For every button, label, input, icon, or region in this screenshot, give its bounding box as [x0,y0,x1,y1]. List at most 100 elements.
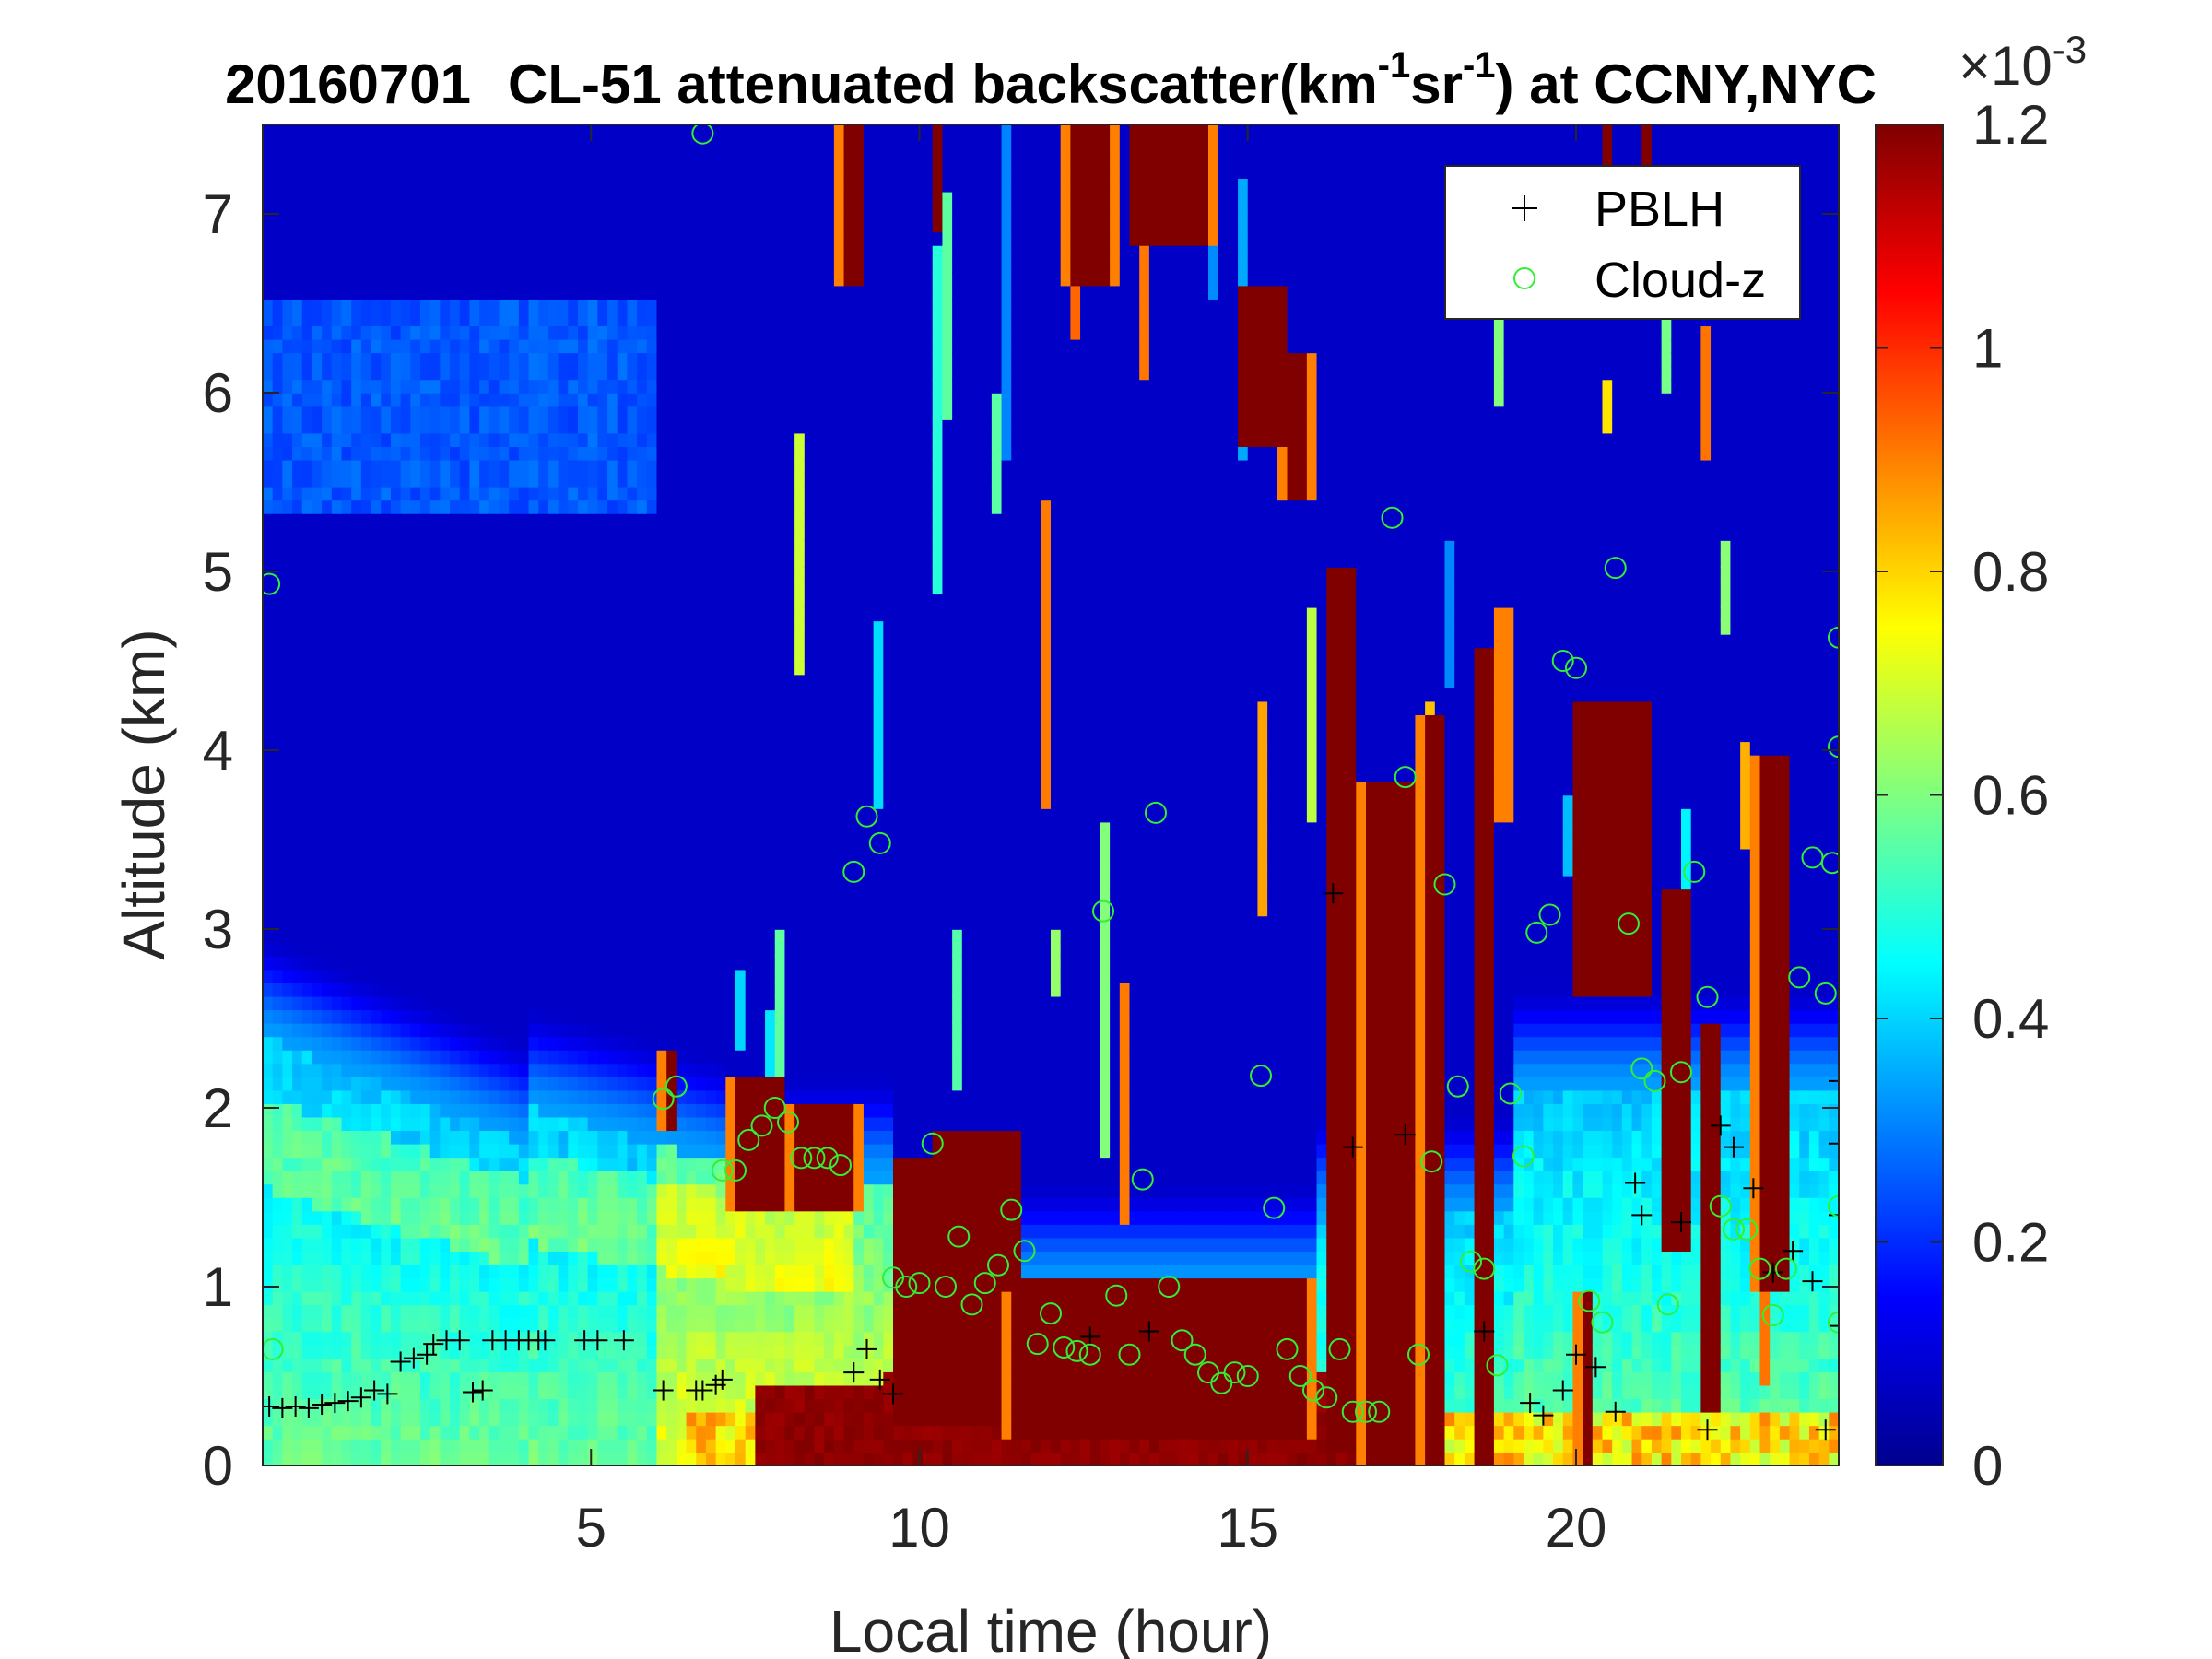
heatmap-cell [312,137,323,152]
heatmap-cell [715,1237,727,1252]
heatmap-cell [459,1251,471,1265]
heatmap-cell [469,1317,480,1333]
heatmap-cell [705,741,717,756]
heatmap-cell [499,1358,510,1372]
heatmap-cell [312,244,323,260]
heatmap-cell [568,1304,579,1319]
heatmap-cell [322,191,333,206]
heatmap-cell [400,299,412,313]
heatmap-cell [459,1210,471,1225]
heatmap-cell [705,915,717,930]
heatmap-cell [272,1143,284,1159]
heatmap-cell [390,231,402,246]
heatmap-cell [735,982,747,997]
heatmap-cell [322,512,333,528]
heatmap-cell [735,1049,747,1065]
heatmap-cell [597,781,608,796]
heatmap-cell [459,995,471,1011]
heatmap-cell [646,459,658,475]
heatmap-cell [735,633,747,649]
heatmap-cell [400,633,412,649]
heatmap-cell [410,1371,421,1386]
heatmap-cell [450,124,461,139]
heatmap-cell [705,594,717,608]
heatmap-cell [745,768,757,782]
heatmap-cell [607,151,618,166]
heatmap-cell [735,848,747,864]
heatmap-cell [292,406,303,420]
heatmap-cell [518,352,530,367]
heatmap-cell [676,768,688,782]
heatmap-cell [509,285,520,300]
heatmap-cell [459,1398,471,1413]
heatmap-cell [479,781,490,796]
heatmap-cell [312,352,323,367]
heatmap-cell [420,1224,431,1239]
heatmap-cell [410,969,421,983]
heatmap-cell [646,1452,658,1465]
heatmap-cell [587,1077,599,1091]
heatmap-cell [331,218,343,233]
heatmap-cell [558,365,570,381]
heatmap-cell [735,1411,747,1427]
heatmap-cell [440,1384,451,1400]
heatmap-cell [509,727,520,743]
heatmap-cell [301,1103,313,1118]
heatmap-cell [518,1183,530,1198]
heatmap-cell [360,1411,372,1427]
heatmap-cell [607,393,618,407]
heatmap-cell [715,1143,727,1159]
heatmap-cell [381,580,392,595]
heatmap-cell [666,1077,677,1091]
heatmap-cell [686,379,698,394]
heatmap-cell [578,995,589,1011]
heatmap-cell [725,419,736,434]
heatmap-cell [272,231,284,246]
heatmap-cell [429,1411,441,1427]
heatmap-cell [341,1170,352,1185]
heatmap-cell [429,1063,441,1077]
heatmap-cell [547,553,559,568]
heatmap-cell [292,178,303,193]
heatmap-cell [578,446,589,461]
heatmap-cell [528,700,540,715]
heatmap-cell [637,473,648,488]
heatmap-cell [607,1197,618,1212]
heatmap-cell [322,393,333,407]
heatmap-cell [331,244,343,260]
heatmap-cell [558,754,570,770]
heatmap-cell [538,379,549,394]
heatmap-cell [301,661,313,676]
heatmap-cell [499,808,510,823]
heatmap-cell [381,191,392,206]
heatmap-cell [547,781,559,796]
heatmap-cell [282,1371,293,1386]
heatmap-cell [597,1103,608,1118]
heatmap-cell [440,164,451,179]
heatmap-cell [558,500,570,514]
heatmap-cell [637,915,648,930]
heatmap-cell [360,821,372,836]
heatmap-cell [637,995,648,1011]
heatmap-cell [263,512,274,528]
heatmap-cell [301,915,313,930]
heatmap-cell [715,567,727,582]
heatmap-cell [263,781,274,796]
heatmap-cell [488,1130,500,1145]
heatmap-cell [341,191,352,206]
heatmap-cell [400,1143,412,1159]
heatmap-cell [518,982,530,997]
heatmap-cell [725,821,736,836]
heatmap-cell [676,1170,688,1185]
heatmap-cell [341,647,352,662]
heatmap-cell [528,661,540,676]
heatmap-cell [390,393,402,407]
heatmap-cell [440,379,451,394]
heatmap-cell [499,1077,510,1091]
heatmap-cell [469,512,480,528]
heatmap-cell [440,151,451,166]
heatmap-cell [360,258,372,273]
heatmap-cell [646,1089,658,1104]
heatmap-cell [312,835,323,850]
heatmap-cell [578,888,589,903]
